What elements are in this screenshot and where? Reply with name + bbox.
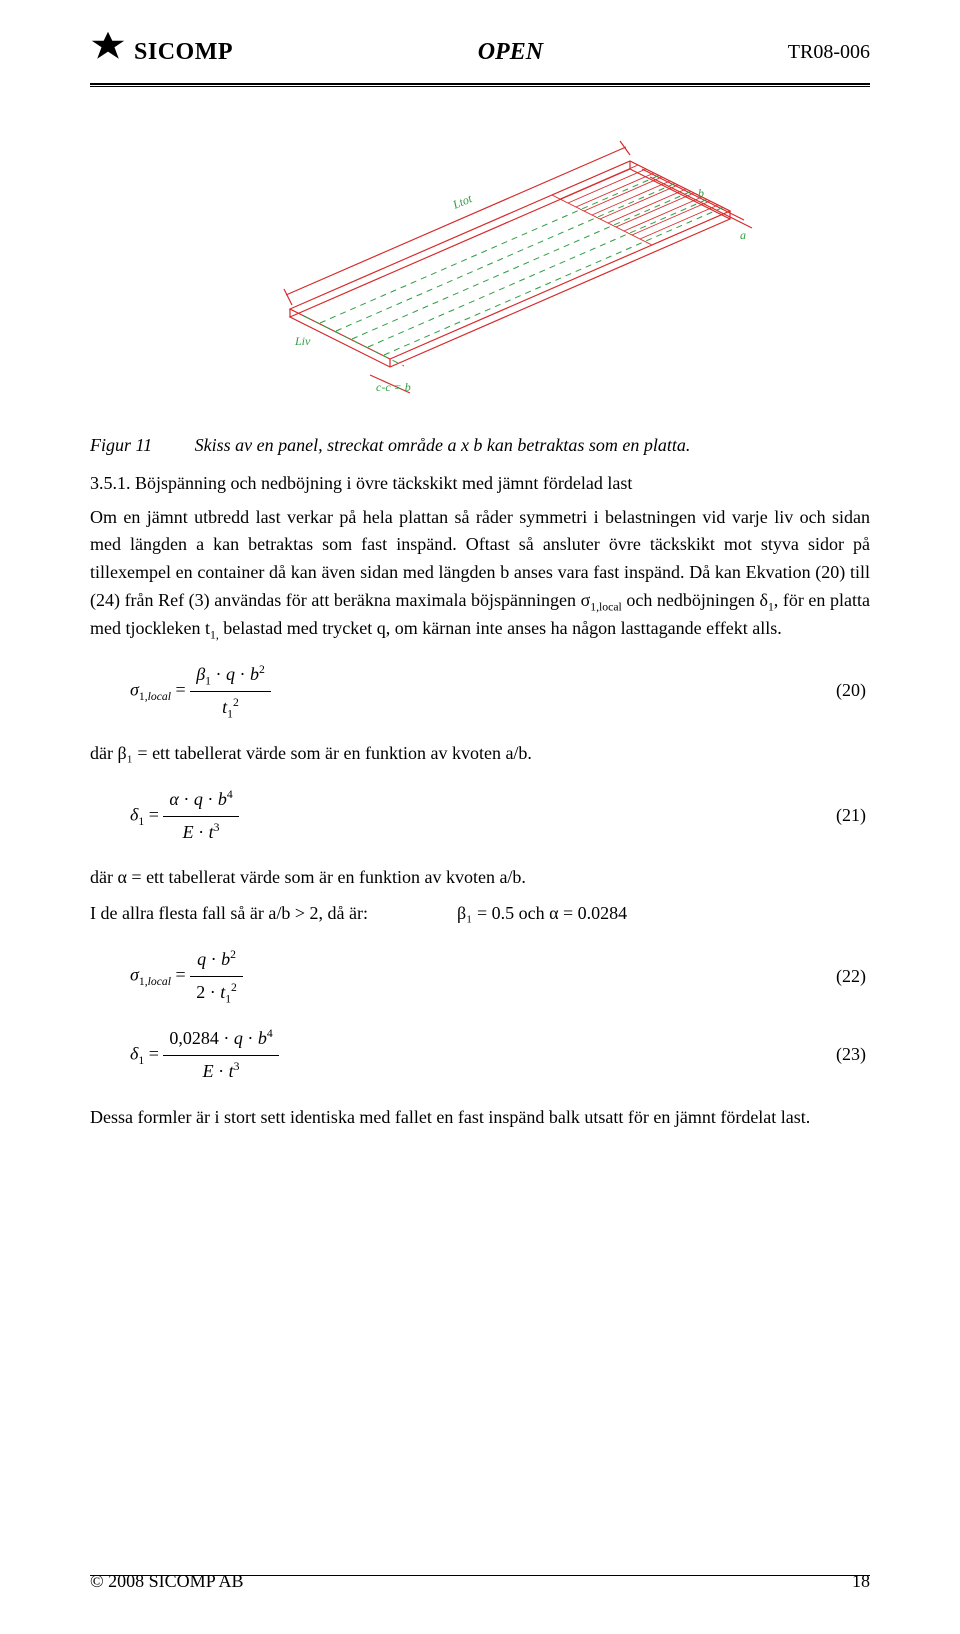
- eqnum-20: (20): [836, 677, 870, 705]
- caption-label: Figur 11: [90, 435, 152, 455]
- paragraph-3: där α = ett tabellerat värde som är en f…: [90, 864, 870, 892]
- equation-22: σ1,local = q · b2 2 · t12 (22): [90, 946, 870, 1007]
- footer-page-number: 18: [852, 1568, 870, 1596]
- svg-text:b: b: [698, 186, 704, 200]
- header-rule: [90, 83, 870, 87]
- eqnum-21: (21): [836, 802, 870, 830]
- footer-copyright: © 2008 SICOMP AB: [90, 1568, 244, 1596]
- section-heading: 3.5.1. Böjspänning och nedböjning i övre…: [90, 470, 870, 498]
- caption-text: Skiss av en panel, streckat område a x b…: [195, 435, 691, 455]
- eqnum-23: (23): [836, 1041, 870, 1069]
- equation-21: δ1 = α · q · b4 E · t3 (21): [90, 786, 870, 847]
- brand-name: SICOMP: [134, 34, 233, 71]
- equation-20: σ1,local = β1 · q · b2 t12 (20): [90, 661, 870, 722]
- paragraph-5: Dessa formler är i stort sett identiska …: [90, 1104, 870, 1132]
- equation-23: δ1 = 0,0284 · q · b4 E · t3 (23): [90, 1025, 870, 1086]
- page: SICOMP OPEN TR08-006: [0, 0, 960, 1634]
- header-center: OPEN: [233, 34, 788, 71]
- page-footer: © 2008 SICOMP AB 18: [90, 1568, 870, 1596]
- brand-logo-icon: [90, 30, 126, 75]
- paragraph-1: Om en jämnt utbredd last verkar på hela …: [90, 504, 870, 643]
- eqnum-22: (22): [836, 963, 870, 991]
- section-title: Böjspänning och nedböjning i övre täcksk…: [135, 473, 632, 493]
- figure-11: Ltot Liv c-c = b a b: [90, 89, 870, 418]
- figure-caption: Figur 11 Skiss av en panel, streckat omr…: [90, 432, 870, 460]
- p4-prefix: I de allra flesta fall så är a/b > 2, då…: [90, 903, 368, 923]
- paragraph-4: I de allra flesta fall så är a/b > 2, då…: [90, 900, 870, 928]
- p4-values: β₁ = 0.5 och α = 0.0284: [457, 903, 627, 923]
- section-number: 3.5.1.: [90, 473, 131, 493]
- brand: SICOMP: [90, 30, 233, 75]
- svg-text:Liv: Liv: [294, 334, 311, 348]
- paragraph-2: där β₁ = ett tabellerat värde som är en …: [90, 740, 870, 768]
- doc-id: TR08-006: [788, 37, 870, 68]
- svg-text:c-c = b: c-c = b: [376, 380, 411, 394]
- svg-text:a: a: [740, 228, 746, 242]
- page-header: SICOMP OPEN TR08-006: [90, 30, 870, 81]
- svg-text:Ltot: Ltot: [450, 191, 475, 212]
